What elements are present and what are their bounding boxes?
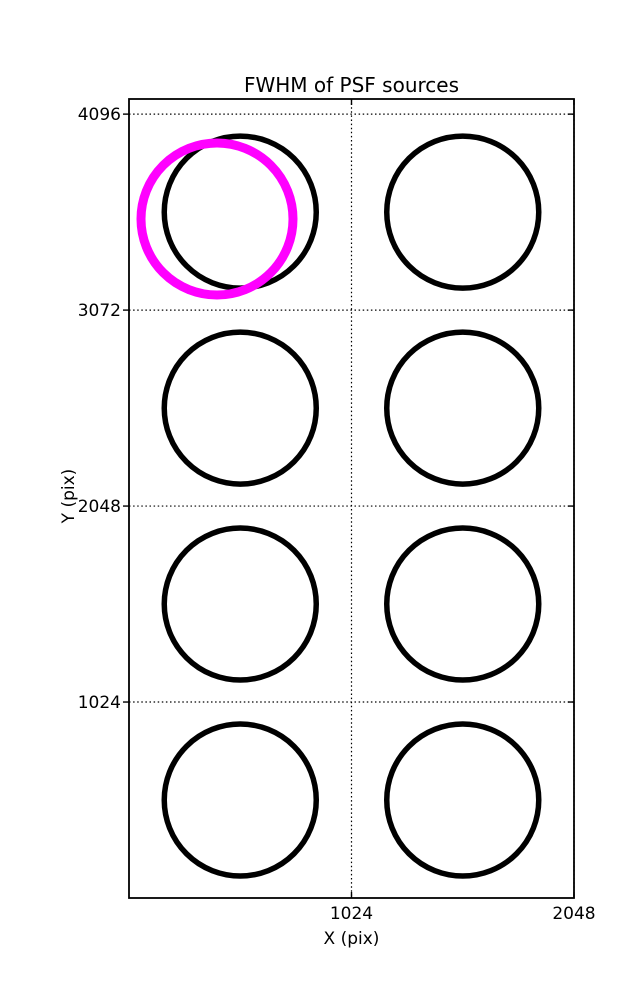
psf-source-marker xyxy=(161,721,319,879)
highlighted-source-marker xyxy=(136,138,298,300)
axes-frame xyxy=(128,98,575,899)
tick-labels: 1024 2048 3072 4096 1024 2048 xyxy=(78,105,596,924)
y-axis-label: Y (pix) xyxy=(59,469,79,525)
axis-ticks xyxy=(123,99,575,898)
psf-circles xyxy=(136,133,542,879)
x-tick-label: 2048 xyxy=(552,904,595,924)
x-axis-label: X (pix) xyxy=(324,929,380,949)
y-tick-label: 2048 xyxy=(78,497,121,517)
psf-source-marker xyxy=(384,133,542,291)
gridlines xyxy=(129,99,575,898)
psf-source-marker xyxy=(161,329,319,487)
psf-source-marker xyxy=(384,525,542,683)
y-tick-label: 3072 xyxy=(78,301,121,321)
x-tick-label: 1024 xyxy=(330,904,373,924)
psf-source-marker xyxy=(384,329,542,487)
y-tick-label: 4096 xyxy=(78,105,121,125)
y-tick-label: 1024 xyxy=(78,693,121,713)
psf-source-marker xyxy=(384,721,542,879)
psf-source-marker xyxy=(161,525,319,683)
chart-title: FWHM of PSF sources xyxy=(244,73,459,97)
